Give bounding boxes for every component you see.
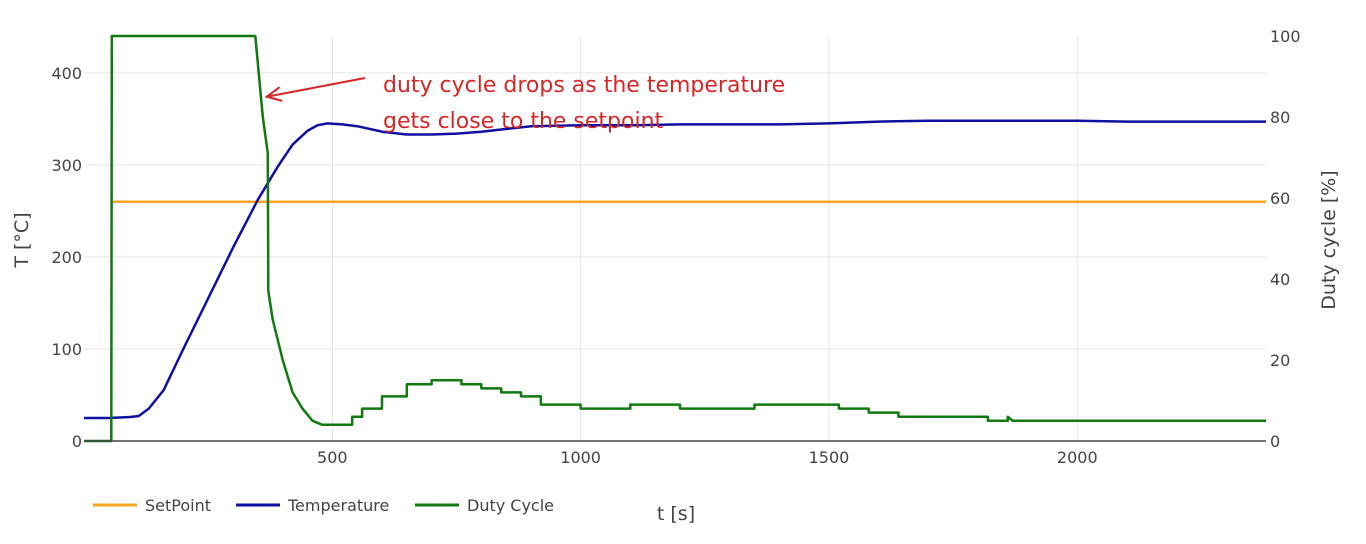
temperature-series-line	[84, 119, 1266, 420]
y-right-tick-label: 60	[1270, 189, 1290, 208]
y-left-tick-label: 100	[51, 340, 82, 359]
y-right-tick-label: 20	[1270, 351, 1290, 370]
x-tick-label: 2000	[1057, 448, 1098, 467]
annotation-arrow-head	[264, 86, 283, 102]
annotation-line-2: gets close to the setpoint	[383, 109, 664, 134]
duty-cycle-legend-label[interactable]: Duty Cycle	[467, 496, 554, 515]
temperature-legend-label[interactable]: Temperature	[287, 496, 389, 515]
axes: 500 1000 1500 2000 0 100 200 300 400 0 20 40 60 80 100	[51, 27, 1300, 467]
y-right-tick-label: 40	[1270, 270, 1290, 289]
annotation: duty cycle drops as the temperature gets…	[264, 73, 785, 134]
duty-cycle-series-line	[84, 34, 1266, 443]
x-tick-label: 500	[317, 448, 348, 467]
y-right-tick-label: 80	[1270, 108, 1290, 127]
annotation-arrow	[266, 77, 366, 98]
annotation-line-1: duty cycle drops as the temperature	[383, 73, 785, 98]
y-left-tick-label: 0	[72, 432, 82, 451]
legend: SetPoint Temperature Duty Cycle	[93, 496, 554, 515]
y-left-tick-label: 400	[51, 64, 82, 83]
y-right-axis-title: Duty cycle [%]	[1318, 170, 1340, 309]
setpoint-legend-label[interactable]: SetPoint	[145, 496, 211, 515]
y-left-tick-label: 200	[51, 248, 82, 267]
x-tick-label: 1500	[809, 448, 850, 467]
series-layer	[84, 34, 1266, 443]
x-axis-title: t [s]	[657, 503, 695, 525]
y-left-axis-title: T [°C]	[11, 212, 33, 268]
y-left-tick-label: 300	[51, 156, 82, 175]
x-tick-label: 1000	[560, 448, 601, 467]
y-right-tick-label: 100	[1270, 27, 1301, 46]
y-right-tick-label: 0	[1270, 432, 1280, 451]
